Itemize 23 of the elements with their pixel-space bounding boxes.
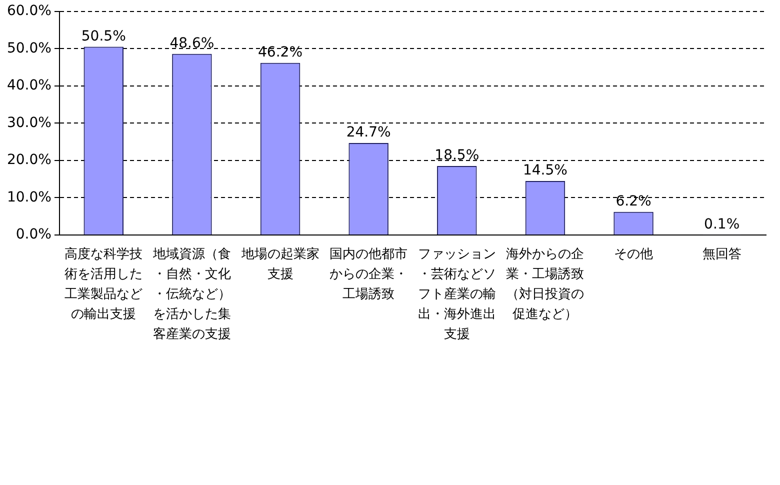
data-label: 6.2%	[616, 194, 652, 210]
x-tick-label: 地域資源（食・自然・文化・伝統など）を活かした集客産業の支援	[152, 246, 232, 344]
y-tick-label: 40.0%	[6, 78, 52, 94]
y-tick-label: 0.0%	[16, 226, 52, 243]
y-tick-label: 50.0%	[6, 40, 52, 56]
data-label: 18.5%	[434, 148, 480, 164]
data-label: 48.6%	[170, 36, 214, 52]
data-label: 24.7%	[346, 124, 391, 141]
y-tick-label: 10.0%	[6, 189, 52, 206]
x-tick-label: その他	[613, 246, 654, 264]
data-label: 0.1%	[704, 216, 740, 232]
x-tick-label: 無回答	[701, 246, 742, 264]
x-tick-label: 高度な科学技術を活用した工業製品などの輸出支援	[64, 246, 144, 324]
y-tick-label: 20.0%	[6, 152, 52, 168]
y-tick-label: 60.0%	[6, 3, 52, 20]
x-tick-label: 海外からの企業・工場誘致（対日投資の促進など）	[505, 246, 586, 324]
data-label: 50.5%	[81, 28, 126, 44]
x-tick-label: ファッション・芸術などソフト産業の輸出・海外進出支援	[416, 246, 497, 344]
x-tick-label: 地場の起業家支援	[240, 246, 320, 284]
data-label: 46.2%	[258, 44, 303, 60]
y-tick-label: 30.0%	[6, 114, 52, 131]
data-label: 14.5%	[522, 162, 568, 179]
x-tick-label: 国内の他都市からの企業・工場誘致	[328, 246, 409, 304]
